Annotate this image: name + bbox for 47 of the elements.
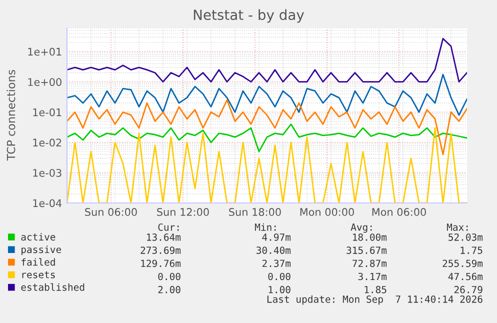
text: 47.56m — [448, 272, 483, 280]
text: 129.76m — [141, 260, 181, 268]
text: 315.67m — [346, 246, 387, 254]
y-axis-title: TCP connections — [6, 70, 16, 161]
legend-label: failed — [22, 258, 55, 266]
x-tick-label: Sun 06:00 — [85, 208, 137, 216]
x-tick-label: Sun 12:00 — [157, 208, 209, 216]
y-tick-label: 1e-02 — [33, 138, 62, 147]
x-tick-label: Mon 00:00 — [300, 208, 354, 216]
x-tick-label: Mon 06:00 — [372, 208, 426, 216]
text: 4.97m — [262, 233, 291, 241]
text: 1.75 — [460, 246, 482, 254]
text: 72.87m — [352, 260, 387, 268]
text: Max: — [446, 224, 468, 231]
text: 273.69m — [140, 246, 181, 254]
y-tick-label: 1e-01 — [33, 108, 62, 116]
text: Last update: Mon Sep 7 11:40:14 2026 — [267, 295, 482, 305]
text: 18.00m — [353, 233, 387, 241]
y-tick-label: 1e-03 — [33, 168, 62, 177]
text: 2.37m — [262, 260, 291, 268]
text: 1.85 — [364, 286, 386, 294]
text: 255.59m — [442, 260, 483, 268]
chart-title: Netstat - by day — [194, 9, 304, 23]
y-tick-label: 1e-04 — [33, 199, 62, 208]
line-series — [67, 74, 467, 116]
y-tick-label: 1e+00 — [28, 78, 62, 86]
text: 0.00 — [268, 272, 290, 280]
text: 30.40m — [256, 246, 291, 254]
text: 52.03m — [448, 233, 483, 241]
text: Avg: — [350, 224, 372, 233]
text: Cur: — [158, 223, 179, 231]
text: 2.00 — [158, 286, 180, 294]
line-series — [67, 99, 467, 156]
legend-label: resets — [22, 271, 55, 278]
y-tick-label: 1e+01 — [28, 48, 62, 56]
text: 26.79 — [454, 286, 482, 294]
line-series — [67, 124, 467, 152]
legend-label: active — [21, 233, 56, 241]
text: 0.00 — [158, 272, 180, 280]
text: 13.64m — [147, 233, 181, 241]
x-tick-label: Sun 18:00 — [229, 208, 281, 216]
text: 3.17m — [358, 272, 387, 280]
text: Min: — [254, 223, 276, 231]
legend-label: passive — [22, 246, 62, 256]
line-series — [67, 38, 467, 83]
text: 1.00 — [268, 286, 290, 294]
legend-label: established — [21, 283, 84, 291]
